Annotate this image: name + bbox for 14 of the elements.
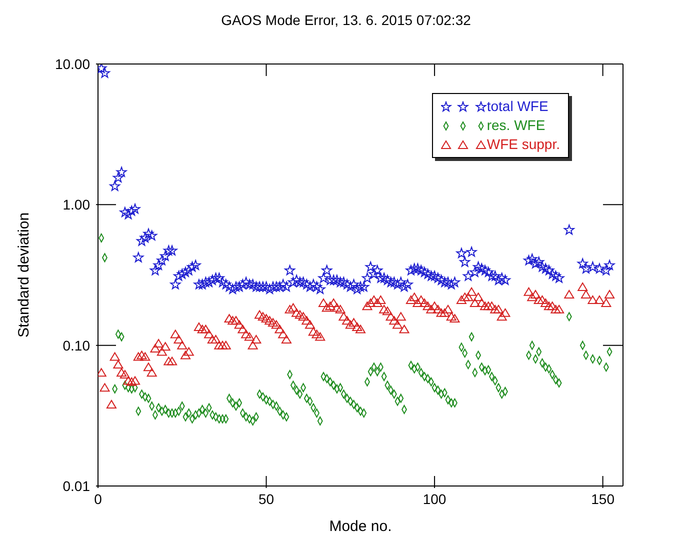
x-tick-label: 150 [591, 491, 615, 507]
legend-label: total WFE [486, 97, 548, 116]
y-tick-label: 1.00 [62, 196, 90, 213]
legend-label: res. WFE [486, 116, 546, 135]
y-axis-title: Standard deviation [15, 212, 32, 338]
y-tick-label: 0.01 [62, 478, 90, 494]
x-axis-title: Mode no. [329, 518, 392, 535]
x-tick-label: 100 [422, 491, 446, 507]
y-tick-label: 0.10 [62, 337, 90, 354]
legend-label: WFE suppr. [486, 135, 560, 154]
chart-title: GAOS Mode Error, 13. 6. 2015 07:02:32 [220, 12, 472, 28]
y-tick-label: 10.00 [54, 56, 90, 72]
x-tick-label: 50 [258, 491, 274, 507]
x-tick-label: 0 [94, 491, 102, 507]
